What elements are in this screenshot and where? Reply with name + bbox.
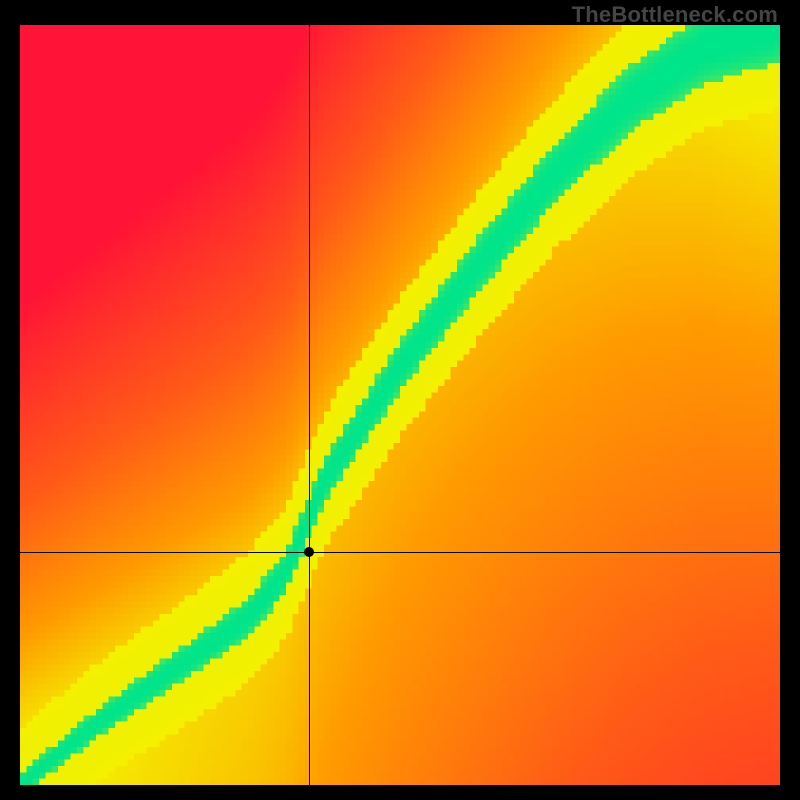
crosshair-vertical-line	[309, 25, 310, 785]
figure-root: TheBottleneck.com	[0, 0, 800, 800]
crosshair-horizontal-line	[20, 552, 780, 553]
bottleneck-heatmap	[20, 25, 780, 785]
watermark-text: TheBottleneck.com	[572, 2, 778, 28]
plot-area	[20, 25, 780, 785]
crosshair-marker-dot	[304, 547, 314, 557]
